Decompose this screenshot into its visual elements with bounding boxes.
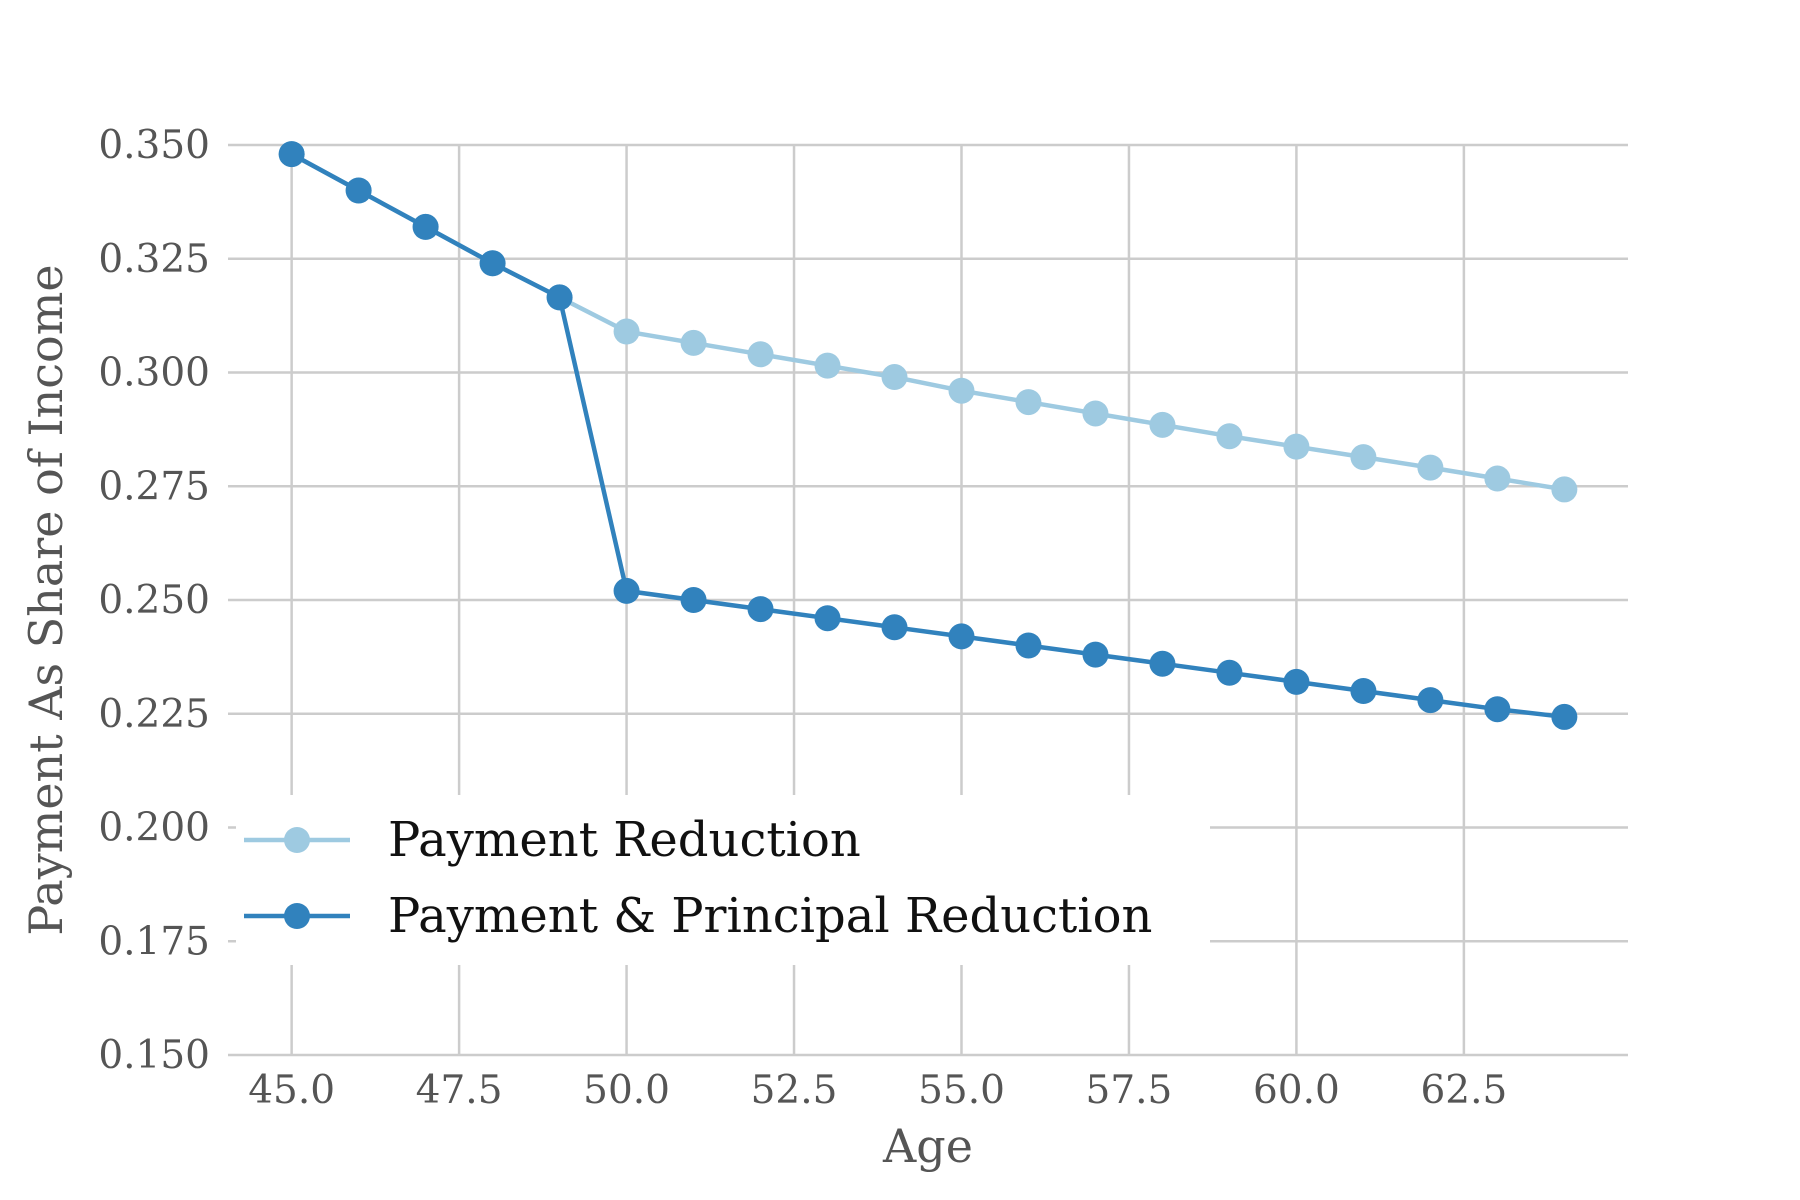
series-payment-principal-reduction bbox=[278, 141, 1578, 730]
data-point bbox=[1350, 444, 1377, 471]
data-point bbox=[1149, 650, 1176, 677]
data-point bbox=[1283, 433, 1310, 460]
legend-label: Payment Reduction bbox=[388, 812, 861, 868]
x-tick-label: 57.5 bbox=[1086, 1068, 1173, 1113]
data-point bbox=[479, 250, 506, 277]
data-point bbox=[412, 213, 439, 240]
y-tick-label: 0.325 bbox=[98, 237, 210, 282]
data-point bbox=[613, 318, 640, 345]
legend-item: Payment Reduction bbox=[244, 812, 861, 868]
data-point bbox=[948, 377, 975, 404]
data-point bbox=[1015, 632, 1042, 659]
data-point bbox=[1216, 423, 1243, 450]
legend-background bbox=[236, 795, 1210, 965]
y-tick-label: 0.175 bbox=[98, 919, 210, 964]
series-payment-reduction bbox=[278, 141, 1578, 503]
y-tick-label: 0.150 bbox=[98, 1033, 210, 1078]
series-line bbox=[290, 152, 1565, 720]
legend: Payment Reduction Payment & Principal Red… bbox=[236, 795, 1210, 965]
legend-item: Payment & Principal Reduction bbox=[244, 888, 1152, 944]
y-tick-label: 0.200 bbox=[98, 806, 210, 851]
legend-marker bbox=[284, 827, 310, 853]
y-tick-label: 0.350 bbox=[98, 123, 210, 168]
x-tick-label: 45.0 bbox=[248, 1068, 335, 1113]
series-line bbox=[290, 152, 1565, 492]
data-point bbox=[1417, 687, 1444, 714]
data-point bbox=[1216, 659, 1243, 686]
data-point bbox=[680, 329, 707, 356]
y-tick-label: 0.250 bbox=[98, 578, 210, 623]
y-tick-label: 0.225 bbox=[98, 692, 210, 737]
x-tick-label: 52.5 bbox=[751, 1068, 838, 1113]
data-point bbox=[1551, 476, 1578, 503]
data-point bbox=[1350, 678, 1377, 704]
data-point bbox=[814, 605, 841, 632]
x-tick-label: 60.0 bbox=[1253, 1068, 1340, 1113]
legend-marker bbox=[284, 903, 310, 929]
data-point bbox=[1484, 696, 1511, 723]
data-point bbox=[814, 352, 841, 379]
data-point bbox=[1417, 454, 1444, 481]
data-point bbox=[881, 614, 908, 641]
data-point bbox=[1283, 668, 1310, 695]
data-point bbox=[680, 587, 707, 613]
data-point bbox=[278, 141, 305, 168]
x-axis-ticks: 45.0 47.5 50.0 52.5 55.0 57.5 60.0 62.5 bbox=[248, 1068, 1507, 1113]
y-axis-title: Payment As Share of Income bbox=[19, 264, 73, 935]
y-tick-label: 0.275 bbox=[98, 464, 210, 509]
y-axis-ticks: 0.150 0.175 0.200 0.225 0.250 0.275 0.300 0.325… bbox=[98, 123, 210, 1078]
data-point bbox=[881, 364, 908, 391]
data-point bbox=[1149, 411, 1176, 438]
data-point bbox=[1484, 465, 1511, 492]
data-point bbox=[546, 284, 573, 311]
x-tick-label: 47.5 bbox=[416, 1068, 503, 1113]
data-point bbox=[1082, 400, 1109, 427]
x-tick-label: 55.0 bbox=[918, 1068, 1005, 1113]
data-point bbox=[1082, 641, 1109, 668]
y-tick-label: 0.300 bbox=[98, 351, 210, 396]
data-point bbox=[345, 177, 372, 204]
data-point bbox=[747, 341, 774, 368]
data-point bbox=[747, 596, 774, 623]
data-point bbox=[1015, 389, 1042, 416]
legend-label: Payment & Principal Reduction bbox=[388, 888, 1152, 944]
series-layer bbox=[278, 141, 1578, 730]
data-point bbox=[1551, 703, 1578, 730]
x-tick-label: 62.5 bbox=[1420, 1068, 1507, 1113]
data-point bbox=[948, 623, 975, 650]
x-axis-title: Age bbox=[882, 1119, 973, 1173]
x-tick-label: 50.0 bbox=[583, 1068, 670, 1113]
data-point bbox=[613, 577, 640, 604]
